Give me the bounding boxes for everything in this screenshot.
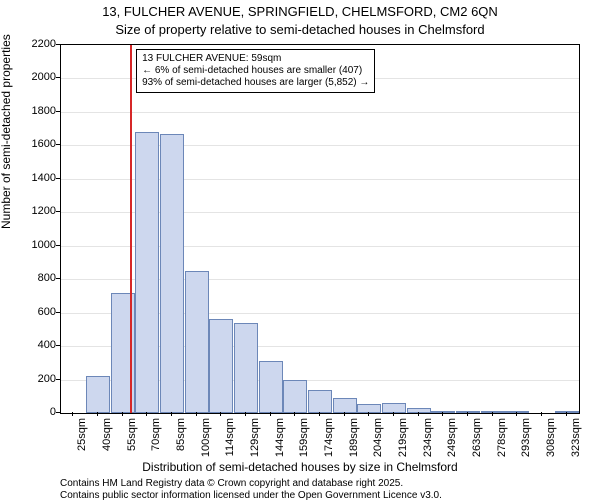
- xtick-label: 204sqm: [372, 418, 384, 468]
- ytick-label: 400: [16, 339, 56, 351]
- ytick-mark: [56, 245, 60, 246]
- histogram-bar: [481, 411, 505, 413]
- histogram-bar: [185, 271, 209, 413]
- xtick-label: 323sqm: [570, 418, 582, 468]
- annotation-line: 93% of semi-detached houses are larger (…: [142, 77, 369, 89]
- xtick-mark: [467, 412, 468, 416]
- ytick-mark: [56, 379, 60, 380]
- ytick-mark: [56, 44, 60, 45]
- xtick-mark: [122, 412, 123, 416]
- xtick-mark: [72, 412, 73, 416]
- ytick-label: 2200: [16, 38, 56, 50]
- xtick-mark: [319, 412, 320, 416]
- histogram-bar: [86, 376, 110, 413]
- xtick-mark: [368, 412, 369, 416]
- chart-title-line1: 13, FULCHER AVENUE, SPRINGFIELD, CHELMSF…: [0, 4, 600, 19]
- xtick-mark: [541, 412, 542, 416]
- xtick-label: 293sqm: [520, 418, 532, 468]
- chart-title-line2: Size of property relative to semi-detach…: [0, 22, 600, 37]
- histogram-bar: [234, 323, 258, 413]
- ytick-label: 1000: [16, 239, 56, 251]
- y-axis-label: Number of semi-detached properties: [0, 34, 13, 229]
- histogram-bar: [259, 361, 283, 413]
- property-size-histogram: 13, FULCHER AVENUE, SPRINGFIELD, CHELMSF…: [0, 0, 600, 500]
- ytick-label: 1200: [16, 205, 56, 217]
- xtick-label: 249sqm: [446, 418, 458, 468]
- xtick-label: 219sqm: [397, 418, 409, 468]
- histogram-bar: [555, 411, 579, 413]
- plot-area: 13 FULCHER AVENUE: 59sqm← 6% of semi-det…: [60, 44, 580, 414]
- ytick-label: 800: [16, 272, 56, 284]
- annotation-line: 13 FULCHER AVENUE: 59sqm: [142, 53, 369, 65]
- ytick-label: 1400: [16, 172, 56, 184]
- xtick-mark: [516, 412, 517, 416]
- reference-line: [130, 45, 132, 413]
- xtick-label: 234sqm: [422, 418, 434, 468]
- xtick-label: 308sqm: [545, 418, 557, 468]
- xtick-label: 85sqm: [175, 418, 187, 468]
- gridline: [61, 112, 579, 113]
- xtick-mark: [171, 412, 172, 416]
- ytick-label: 200: [16, 373, 56, 385]
- attribution-line2: Contains public sector information licen…: [60, 490, 442, 501]
- xtick-label: 174sqm: [323, 418, 335, 468]
- histogram-bar: [135, 132, 159, 413]
- xtick-mark: [245, 412, 246, 416]
- xtick-mark: [270, 412, 271, 416]
- xtick-mark: [418, 412, 419, 416]
- xtick-mark: [294, 412, 295, 416]
- xtick-label: 25sqm: [76, 418, 88, 468]
- annotation-line: ← 6% of semi-detached houses are smaller…: [142, 65, 369, 77]
- ytick-mark: [56, 412, 60, 413]
- xtick-label: 278sqm: [496, 418, 508, 468]
- xtick-mark: [220, 412, 221, 416]
- histogram-bar: [333, 398, 357, 413]
- histogram-bar: [308, 390, 332, 413]
- xtick-label: 40sqm: [101, 418, 113, 468]
- ytick-mark: [56, 345, 60, 346]
- xtick-label: 159sqm: [298, 418, 310, 468]
- ytick-mark: [56, 312, 60, 313]
- xtick-label: 100sqm: [200, 418, 212, 468]
- xtick-mark: [344, 412, 345, 416]
- xtick-mark: [393, 412, 394, 416]
- ytick-label: 600: [16, 306, 56, 318]
- attribution-text: Contains HM Land Registry data © Crown c…: [60, 478, 442, 501]
- histogram-bar: [209, 319, 233, 413]
- xtick-mark: [442, 412, 443, 416]
- xtick-mark: [146, 412, 147, 416]
- histogram-bar: [283, 380, 307, 413]
- annotation-box: 13 FULCHER AVENUE: 59sqm← 6% of semi-det…: [136, 49, 375, 93]
- ytick-mark: [56, 111, 60, 112]
- attribution-line1: Contains HM Land Registry data © Crown c…: [60, 478, 442, 490]
- ytick-mark: [56, 144, 60, 145]
- xtick-mark: [97, 412, 98, 416]
- xtick-label: 144sqm: [274, 418, 286, 468]
- ytick-mark: [56, 211, 60, 212]
- ytick-mark: [56, 178, 60, 179]
- ytick-mark: [56, 278, 60, 279]
- ytick-label: 2000: [16, 71, 56, 83]
- ytick-label: 0: [16, 406, 56, 418]
- histogram-bar: [160, 134, 184, 413]
- histogram-bar: [407, 408, 431, 413]
- ytick-mark: [56, 77, 60, 78]
- xtick-mark: [492, 412, 493, 416]
- xtick-label: 189sqm: [348, 418, 360, 468]
- xtick-mark: [566, 412, 567, 416]
- xtick-label: 263sqm: [471, 418, 483, 468]
- xtick-label: 55sqm: [126, 418, 138, 468]
- xtick-mark: [196, 412, 197, 416]
- ytick-label: 1600: [16, 138, 56, 150]
- ytick-label: 1800: [16, 105, 56, 117]
- xtick-label: 114sqm: [224, 418, 236, 468]
- xtick-label: 70sqm: [150, 418, 162, 468]
- xtick-label: 129sqm: [249, 418, 261, 468]
